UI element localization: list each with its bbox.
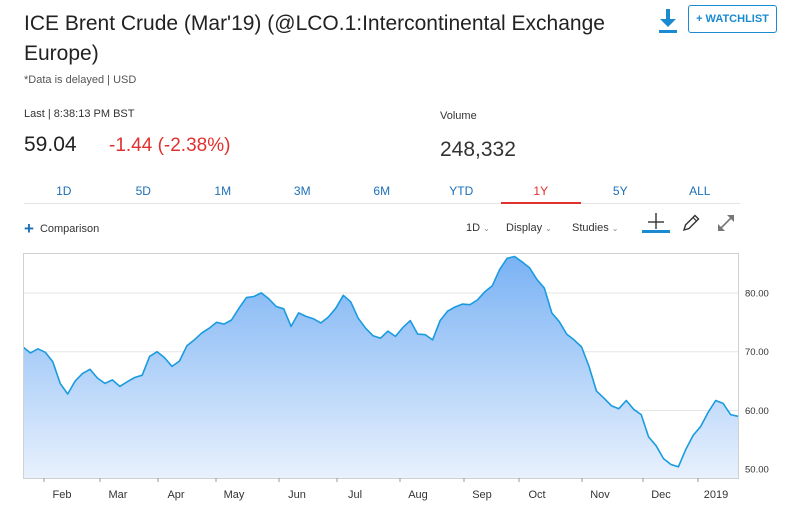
tab-1d[interactable]: 1D: [56, 184, 72, 198]
x-tick-label: Jul: [348, 489, 362, 501]
price-change: -1.44 (-2.38%): [109, 135, 231, 156]
x-tick-label: Sep: [472, 489, 492, 501]
y-tick-label: 70.00: [745, 347, 769, 358]
chevron-down-icon: ⌄: [611, 224, 619, 233]
studies-dropdown[interactable]: Studies ⌄: [572, 222, 618, 234]
studies-label: Studies: [572, 222, 609, 234]
price-area: [23, 256, 738, 478]
y-tick-label: 80.00: [745, 288, 769, 299]
download-icon[interactable]: [657, 8, 679, 34]
volume-value: 248,332: [440, 138, 516, 161]
display-dropdown[interactable]: Display ⌄: [506, 222, 552, 234]
tab-5d[interactable]: 5D: [135, 184, 151, 198]
y-tick-label: 60.00: [745, 406, 769, 417]
x-tick-label: Aug: [408, 489, 428, 501]
pencil-icon[interactable]: [681, 213, 701, 233]
x-tick-label: Dec: [651, 489, 671, 501]
tab-3m[interactable]: 3M: [293, 184, 311, 198]
tab-1y[interactable]: 1Y: [501, 180, 581, 204]
page-title: ICE Brent Crude (Mar'19) (@LCO.1:Interco…: [24, 12, 605, 65]
display-label: Display: [506, 222, 543, 234]
x-tick-label: Mar: [109, 489, 128, 501]
add-to-watchlist-button[interactable]: + WATCHLIST: [688, 5, 777, 33]
tab-all[interactable]: ALL: [689, 184, 711, 198]
last-price: 59.04: [24, 133, 77, 156]
x-tick-label: 2019: [704, 489, 728, 501]
plus-icon: +: [24, 219, 34, 238]
chevron-down-icon: ⌄: [545, 224, 552, 233]
tab-1m[interactable]: 1M: [214, 184, 232, 198]
comparison-label: Comparison: [39, 223, 100, 235]
price-chart[interactable]: 80.00 70.00 60.00 50.00 Feb Mar Apr May Jun Jul A…: [23, 253, 787, 509]
x-tick-label: Feb: [53, 489, 72, 501]
range-tabs: 1D 5D 1M 3M 6M YTD 1Y 5Y ALL: [24, 180, 740, 204]
price-line: [23, 255, 739, 468]
interval-label: 1D: [466, 222, 481, 234]
tab-6m[interactable]: 6M: [373, 184, 391, 198]
x-tick-label: Oct: [528, 489, 545, 501]
tab-ytd[interactable]: YTD: [449, 184, 474, 198]
data-delay-note: *Data is delayed | USD: [24, 74, 137, 86]
x-tick-label: Nov: [590, 489, 610, 501]
comparison-button[interactable]: + Comparison: [24, 219, 100, 238]
last-trade-label: Last | 8:38:13 PM BST: [24, 108, 135, 120]
plot-frame: [23, 253, 739, 479]
x-tick-label: Apr: [167, 489, 184, 501]
interval-dropdown[interactable]: 1D ⌄: [466, 222, 490, 234]
tab-5y[interactable]: 5Y: [612, 184, 628, 198]
chevron-down-icon: ⌄: [483, 224, 490, 233]
y-tick-label: 50.00: [745, 465, 769, 476]
x-tick-label: May: [224, 489, 245, 501]
x-tick-label: Jun: [288, 489, 306, 501]
volume-label: Volume: [440, 110, 477, 122]
expand-icon[interactable]: [716, 213, 736, 233]
crosshair-icon[interactable]: [641, 212, 671, 234]
